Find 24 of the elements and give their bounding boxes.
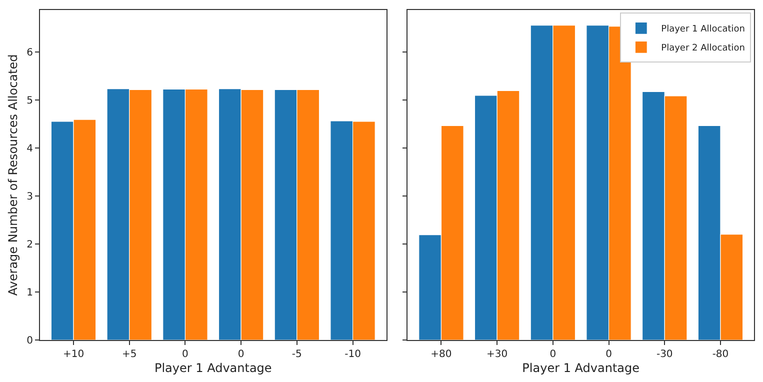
y-tick-label: 3 bbox=[26, 191, 33, 202]
x-axis-title: Player 1 Advantage bbox=[522, 360, 640, 375]
x-tick-label: -10 bbox=[344, 349, 361, 360]
x-tick-label: 0 bbox=[238, 349, 244, 360]
y-tick-label: 2 bbox=[26, 239, 33, 250]
x-tick-label: +10 bbox=[62, 349, 84, 360]
x-tick-label: -5 bbox=[292, 349, 302, 360]
x-tick-label: +80 bbox=[430, 349, 452, 360]
x-tick-label: 0 bbox=[550, 349, 556, 360]
y-tick-label: 1 bbox=[26, 287, 33, 298]
y-tick-label: 0 bbox=[26, 336, 33, 346]
y-axis-title: Average Number of Resources Allocated bbox=[6, 54, 20, 296]
legend-label: Player 2 Allocation bbox=[661, 44, 745, 54]
y-tick-label: 5 bbox=[26, 95, 33, 106]
x-tick-label: +30 bbox=[486, 349, 508, 360]
x-tick-label: 0 bbox=[182, 349, 188, 360]
legend-label: Player 1 Allocation bbox=[661, 24, 745, 35]
y-tick-label: 6 bbox=[26, 47, 33, 58]
x-tick-label: 0 bbox=[606, 349, 612, 360]
x-tick-label: +5 bbox=[122, 349, 137, 360]
x-axis-title: Player 1 Advantage bbox=[154, 360, 272, 375]
x-tick-label: -80 bbox=[712, 349, 729, 360]
x-tick-label: -30 bbox=[656, 349, 673, 360]
y-tick-label: 4 bbox=[26, 143, 33, 154]
